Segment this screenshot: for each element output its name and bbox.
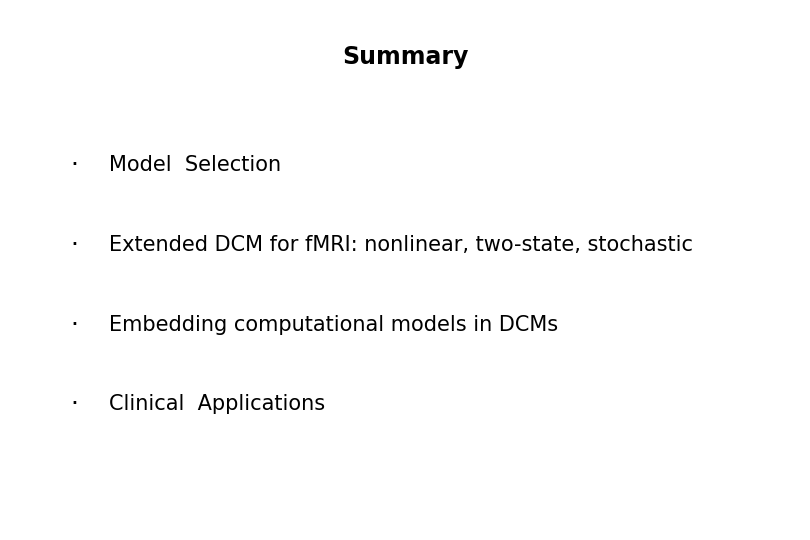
Text: Summary: Summary: [342, 45, 468, 69]
Text: ·: ·: [70, 393, 79, 416]
Text: Embedding computational models in DCMs: Embedding computational models in DCMs: [109, 314, 558, 335]
Text: Model  Selection: Model Selection: [109, 154, 282, 175]
Text: Clinical  Applications: Clinical Applications: [109, 394, 326, 415]
Text: ·: ·: [70, 153, 79, 177]
Text: ·: ·: [70, 233, 79, 256]
Text: ·: ·: [70, 313, 79, 336]
Text: Extended DCM for fMRI: nonlinear, two-state, stochastic: Extended DCM for fMRI: nonlinear, two-st…: [109, 234, 693, 255]
